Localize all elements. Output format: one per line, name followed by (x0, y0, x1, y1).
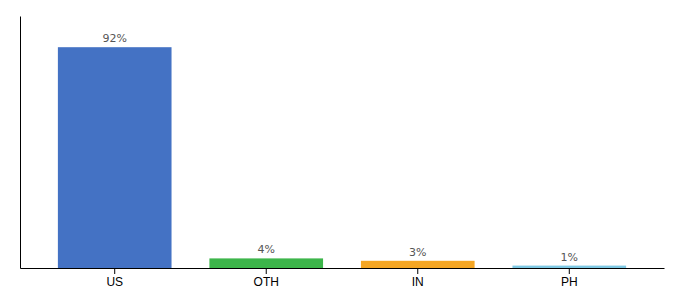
x-tick-mark (417, 268, 418, 274)
data-label: 92% (102, 32, 126, 45)
x-tick-mark (114, 268, 115, 274)
data-label: 1% (561, 251, 578, 264)
bar (512, 266, 626, 268)
x-tick: US (106, 268, 123, 289)
x-tick: OTH (254, 268, 279, 289)
bars (58, 47, 626, 268)
x-tick: PH (561, 268, 578, 289)
data-label: 4% (258, 243, 275, 256)
data-labels: 92% 4% 3% 1% (102, 32, 578, 263)
x-tick-label: US (106, 275, 123, 289)
chart: 92% 4% 3% 1% US OTH IN PH (0, 0, 680, 300)
x-axis: US OTH IN PH (21, 268, 665, 289)
y-axis (20, 17, 21, 269)
x-tick-label: IN (412, 275, 424, 289)
x-tick-mark (266, 268, 267, 274)
x-tick: IN (412, 268, 424, 289)
y-axis-line (20, 17, 21, 269)
bar (361, 261, 475, 268)
bar (209, 258, 323, 268)
x-tick-label: OTH (254, 275, 279, 289)
x-axis-line (21, 268, 665, 269)
data-label: 3% (409, 246, 426, 259)
plot: 92% 4% 3% 1% US OTH IN PH (21, 17, 665, 289)
x-tick-mark (569, 268, 570, 274)
x-tick-label: PH (561, 275, 578, 289)
bar (58, 47, 172, 268)
